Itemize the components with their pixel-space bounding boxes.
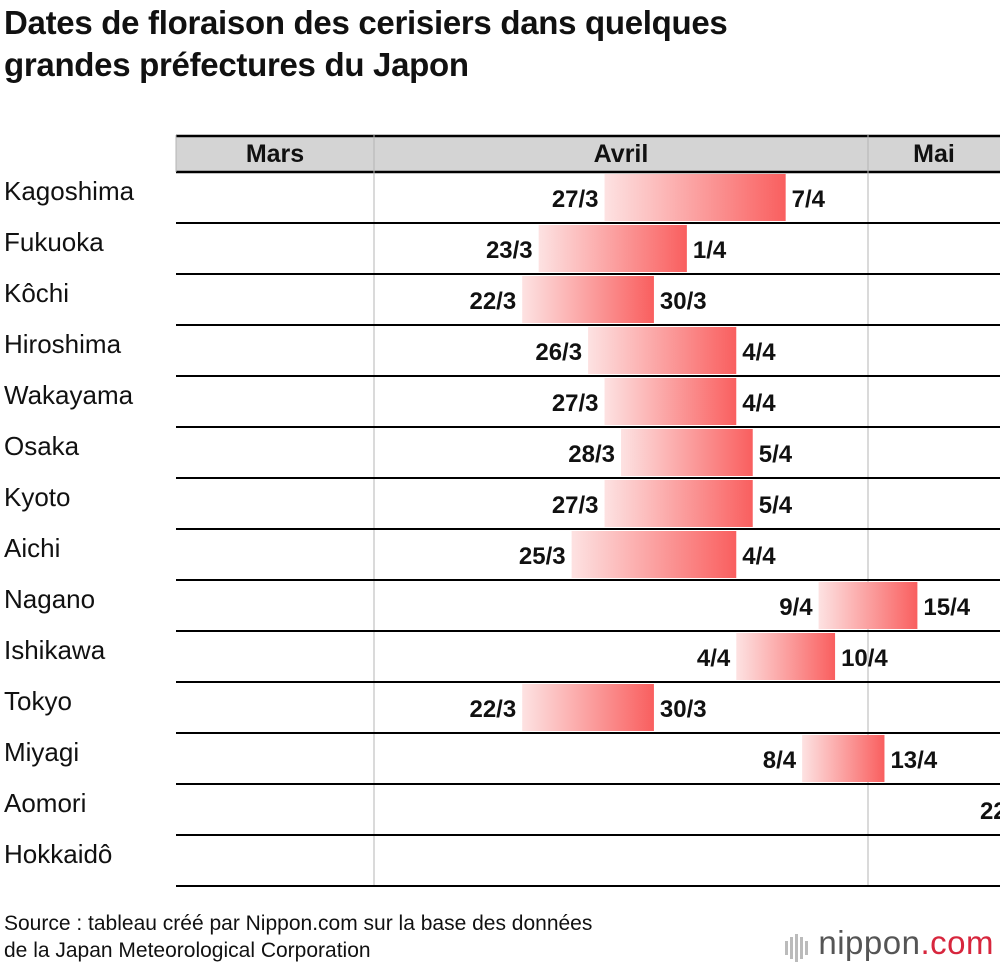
start-date-label: 8/4	[763, 747, 797, 774]
end-date-label: 13/4	[890, 747, 937, 774]
start-date-label: 27/3	[552, 492, 599, 519]
bloom-bar	[522, 276, 654, 323]
bloom-bar	[604, 174, 786, 221]
bloom-bar	[522, 684, 654, 731]
end-date-label: 15/4	[923, 594, 970, 621]
prefecture-label: Hiroshima	[4, 329, 122, 359]
bloom-bar	[571, 531, 737, 578]
bloom-bar	[538, 225, 687, 272]
bloom-bar	[604, 480, 753, 527]
start-date-label: 25/3	[519, 543, 566, 570]
end-date-label: 5/4	[759, 441, 793, 468]
end-date-label: 4/4	[742, 339, 776, 366]
prefecture-label: Hokkaidô	[4, 839, 112, 869]
prefecture-label: Aomori	[4, 788, 86, 818]
month-header-band	[176, 135, 1000, 172]
brand-suffix: .com	[920, 924, 994, 961]
start-date-label: 27/3	[552, 186, 599, 213]
end-date-label: 5/4	[759, 492, 793, 519]
end-date-label: 7/4	[792, 186, 826, 213]
prefecture-label: Tokyo	[4, 686, 72, 716]
prefecture-label: Kagoshima	[4, 176, 135, 206]
start-date-label: 4/4	[697, 645, 731, 672]
month-label-2: Avril	[594, 140, 649, 168]
bloom-bar	[802, 735, 885, 782]
start-date-label: 28/3	[568, 441, 615, 468]
start-date-label: 22/4	[980, 798, 1000, 825]
source-line1: Source : tableau créé par Nippon.com sur…	[4, 912, 593, 935]
brand-bars-icon	[785, 926, 810, 964]
chart-title-line1: Dates de floraison des cerisiers dans qu…	[4, 4, 728, 41]
prefecture-label: Aichi	[4, 533, 60, 563]
prefecture-label: Ishikawa	[4, 635, 106, 665]
end-date-label: 4/4	[742, 390, 776, 417]
bloom-bar	[736, 633, 836, 680]
bloom-bar	[588, 327, 737, 374]
start-date-label: 23/3	[486, 237, 533, 264]
source-line2: de la Japan Meteorological Corporation	[4, 939, 371, 962]
prefecture-label: Osaka	[4, 431, 80, 461]
prefecture-label: Miyagi	[4, 737, 79, 767]
prefecture-label: Fukuoka	[4, 227, 104, 257]
start-date-label: 22/3	[469, 696, 516, 723]
end-date-label: 30/3	[660, 288, 707, 315]
end-date-label: 10/4	[841, 645, 888, 672]
bloom-bar	[818, 582, 918, 629]
chart-title: Dates de floraison des cerisiers dans qu…	[4, 2, 994, 86]
start-date-label: 9/4	[779, 594, 813, 621]
brand-name: nippon	[818, 924, 921, 961]
month-label-3: Mai	[913, 140, 955, 168]
prefecture-label: Nagano	[4, 584, 95, 614]
brand-logo: nippon.com	[785, 924, 994, 964]
prefecture-label: Wakayama	[4, 380, 134, 410]
source-note: Source : tableau créé par Nippon.com sur…	[4, 910, 764, 964]
bloom-bar	[621, 429, 753, 476]
end-date-label: 30/3	[660, 696, 707, 723]
bloom-bar	[604, 378, 737, 425]
end-date-label: 4/4	[742, 543, 776, 570]
start-date-label: 27/3	[552, 390, 599, 417]
prefecture-label: Kyoto	[4, 482, 71, 512]
chart-title-line2: grandes préfectures du Japon	[4, 46, 469, 83]
month-label-1: Mars	[246, 140, 304, 168]
end-date-label: 1/4	[693, 237, 727, 264]
start-date-label: 26/3	[535, 339, 582, 366]
start-date-label: 22/3	[469, 288, 516, 315]
prefecture-label: Kôchi	[4, 278, 69, 308]
